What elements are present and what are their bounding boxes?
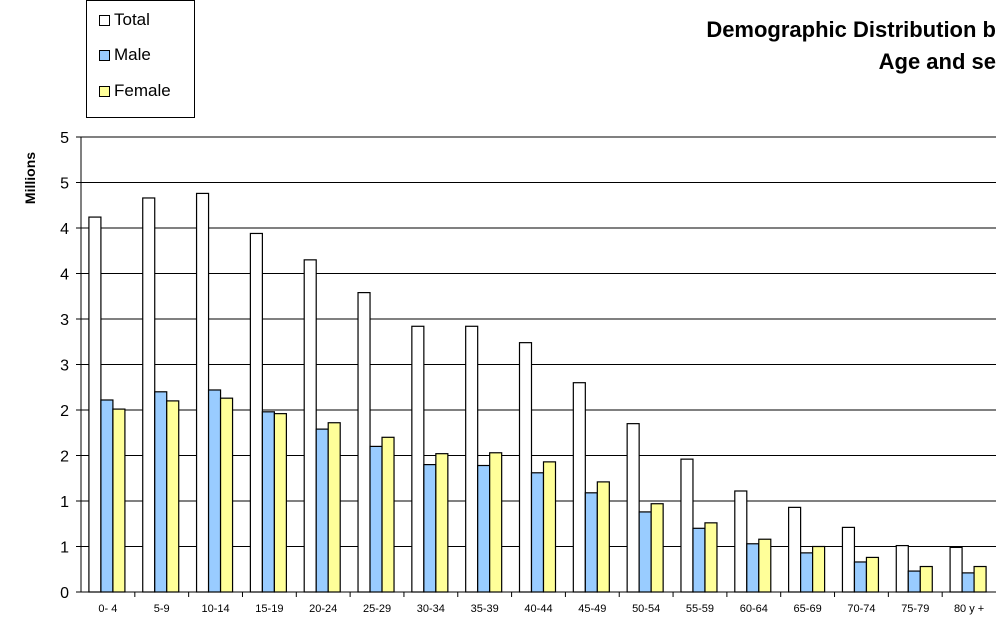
bar-total	[788, 506, 802, 593]
bar-male	[100, 399, 114, 593]
bar-male	[584, 492, 598, 593]
x-tick-label: 5-9	[154, 603, 170, 615]
legend-item-female: Female	[99, 81, 171, 101]
x-tick-label: 20-24	[309, 603, 337, 615]
legend-swatch-male	[99, 49, 110, 61]
bar-total	[249, 232, 263, 593]
x-tick-label: 65-69	[794, 603, 822, 615]
bar-total	[518, 342, 533, 593]
x-tick-label: 35-39	[471, 603, 499, 615]
x-tick-label: 10-14	[201, 603, 229, 615]
bar-female	[381, 436, 395, 593]
bar-male	[961, 572, 975, 593]
legend-swatch-female	[99, 85, 110, 97]
bar-male	[907, 570, 921, 593]
bar-total	[465, 325, 479, 593]
bar-female	[812, 545, 826, 593]
chart-title-line-1: Demographic Distribution b	[706, 17, 996, 42]
bar-male	[207, 389, 222, 593]
bar-female	[596, 481, 610, 593]
bar-male	[369, 445, 383, 593]
bar-total	[841, 526, 856, 593]
bar-total	[88, 216, 102, 593]
legend: Total Male Female	[86, 0, 195, 118]
y-tick-label: 4	[60, 221, 69, 238]
bar-male	[261, 411, 275, 593]
y-tick-label: 4	[60, 267, 69, 284]
bar-male	[315, 428, 329, 593]
bar-total	[734, 490, 748, 593]
legend-swatch-total	[99, 14, 110, 26]
bar-male	[423, 464, 437, 593]
y-tick-label: 0	[60, 585, 69, 602]
x-tick-label: 75-79	[901, 603, 929, 615]
bar-male	[853, 561, 868, 593]
legend-label-total: Total	[114, 10, 150, 29]
x-tick-label: 0- 4	[98, 603, 117, 615]
x-ticks: 0- 4 5-9 10-14 15-19 20-24 25-29 30-34 35-39 40-…	[98, 592, 984, 615]
bar-male	[692, 527, 706, 593]
x-tick-label: 60-64	[740, 603, 768, 615]
legend-item-male: Male	[99, 45, 151, 65]
bar-male	[746, 543, 760, 593]
bar-female	[758, 538, 772, 593]
bar-female	[166, 400, 180, 593]
x-tick-label: 15-19	[255, 603, 283, 615]
bar-male	[638, 511, 652, 593]
y-tick-label: 1	[60, 494, 69, 511]
x-tick-label: 40-44	[524, 603, 552, 615]
bar-total	[303, 259, 317, 593]
bar-female	[219, 397, 234, 593]
bars	[88, 192, 987, 593]
bar-total	[895, 544, 909, 593]
bar-female	[327, 422, 341, 593]
bar-female	[435, 453, 449, 593]
chart-title: Demographic Distribution b Age and se	[540, 14, 996, 78]
bar-female	[112, 408, 126, 593]
y-tick-label: 1	[60, 540, 69, 557]
legend-label-female: Female	[114, 81, 171, 100]
x-tick-label: 70-74	[847, 603, 875, 615]
bar-total	[142, 197, 156, 593]
bar-total	[195, 192, 210, 593]
y-tick-label: 2	[60, 449, 69, 466]
bar-male	[154, 391, 168, 593]
bar-female	[273, 413, 287, 593]
y-tick-label: 2	[60, 403, 69, 420]
legend-label-male: Male	[114, 45, 151, 64]
bar-female	[704, 522, 718, 593]
bar-female	[489, 452, 503, 593]
bar-total	[626, 423, 640, 593]
bar-male	[530, 472, 545, 593]
bar-female	[919, 565, 933, 593]
y-tick-label: 5	[60, 176, 69, 193]
bar-total	[357, 292, 371, 593]
bar-total	[572, 382, 586, 593]
x-tick-label: 80 y +	[954, 603, 984, 615]
x-tick-label: 45-49	[578, 603, 606, 615]
y-tick-label: 3	[60, 358, 69, 375]
bar-female	[973, 565, 987, 593]
x-tick-label: 25-29	[363, 603, 391, 615]
y-ticks: 0 1 1 2 2 3 3 4 4 5 5	[60, 130, 81, 602]
x-tick-label: 50-54	[632, 603, 660, 615]
bar-male	[477, 464, 491, 593]
bar-total	[949, 546, 963, 593]
x-tick-label: 30-34	[417, 603, 445, 615]
bar-male	[800, 552, 814, 593]
bar-total	[411, 325, 425, 593]
legend-item-total: Total	[99, 10, 150, 30]
chart-title-line-2: Age and se	[878, 49, 996, 74]
bar-female	[650, 503, 664, 593]
y-tick-label: 3	[60, 312, 69, 329]
bar-female	[542, 461, 557, 593]
bar-female	[865, 556, 880, 593]
bar-total	[680, 458, 694, 593]
y-tick-label: 5	[60, 130, 69, 147]
x-tick-label: 55-59	[686, 603, 714, 615]
